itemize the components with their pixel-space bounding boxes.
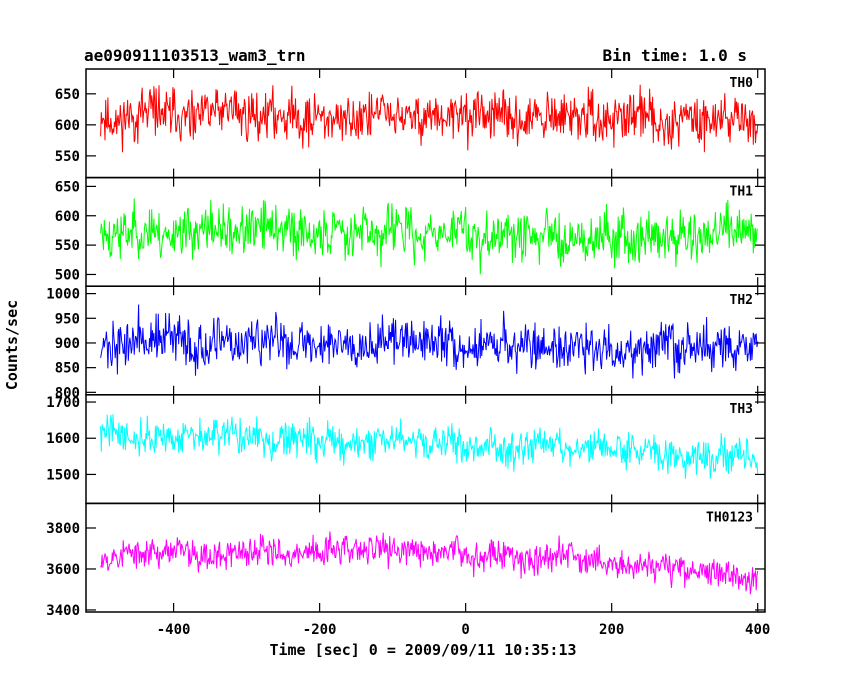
panel-label-th1: TH1 — [730, 185, 754, 200]
series-line-th0 — [100, 84, 759, 153]
y-tick-label: 1000 — [46, 287, 80, 303]
panel-label-th0: TH0 — [730, 76, 754, 91]
bin-time-label: Bin time: 1.0 s — [603, 46, 748, 65]
panel-frame — [85, 68, 766, 179]
series-line-th2 — [100, 304, 759, 379]
panel-frame — [85, 502, 766, 613]
panel-th2: 800 850 900 950 1000 TH2 — [46, 285, 766, 401]
y-tick-label: 550 — [55, 238, 80, 254]
panel-frame — [85, 394, 766, 505]
y-tick-label: 3600 — [46, 562, 80, 578]
x-tick-label: 0 — [461, 622, 469, 638]
x-tick-label: -400 — [157, 622, 191, 638]
x-tick-label: -200 — [303, 622, 337, 638]
y-tick-label: 500 — [55, 267, 80, 283]
series-line-th1 — [100, 198, 759, 275]
chart-title: ae090911103513_wam3_trn — [84, 46, 306, 65]
y-tick-label: 950 — [55, 311, 80, 327]
panel-th0: 550 600 650 TH0 — [55, 68, 766, 179]
y-tick-label: 800 — [55, 385, 80, 401]
y-tick-label: 600 — [55, 118, 80, 134]
y-tick-label: 850 — [55, 361, 80, 377]
y-tick-label: 550 — [55, 149, 80, 165]
y-tick-label: 900 — [55, 336, 80, 352]
x-axis-label: Time [sec] 0 = 2009/09/11 10:35:13 — [269, 641, 576, 659]
x-tick-label: 400 — [745, 622, 770, 638]
panel-th1: 500 550 600 650 TH1 — [55, 176, 766, 287]
panel-label-th2: TH2 — [730, 293, 753, 308]
y-tick-label: 1500 — [46, 467, 80, 483]
panels-group: 550 600 650 TH0 500 550 600 650 TH1 800 850 900 950 1… — [46, 68, 770, 638]
y-tick-label: 1700 — [46, 395, 80, 411]
y-tick-label: 1600 — [46, 431, 80, 447]
series-line-th3 — [100, 414, 759, 479]
panel-label-th0123: TH0123 — [706, 510, 753, 525]
x-tick-label: 200 — [599, 622, 624, 638]
panel-label-th3: TH3 — [730, 402, 753, 417]
y-tick-label: 3400 — [46, 603, 80, 619]
y-tick-label: 3800 — [46, 521, 80, 537]
series-line-th0123 — [100, 531, 759, 595]
panel-th0123: 3400 3600 3800 -400 -200 0 200 400 TH0123 — [46, 502, 770, 638]
panel-th3: 1500 1600 1700 TH3 — [46, 394, 766, 505]
y-tick-label: 650 — [55, 87, 80, 103]
y-tick-label: 650 — [55, 179, 80, 195]
y-axis-label: Counts/sec — [3, 300, 21, 390]
y-tick-label: 600 — [55, 209, 80, 225]
